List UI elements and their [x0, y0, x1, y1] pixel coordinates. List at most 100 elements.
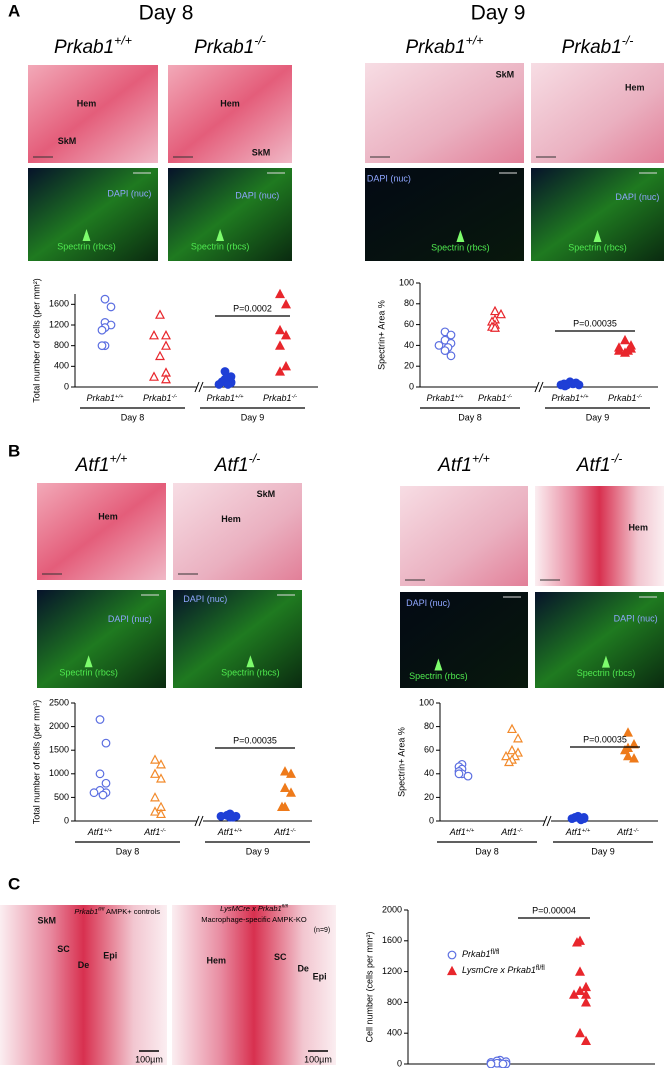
y-tick-label: 0 [429, 815, 434, 825]
image-label: SkM [496, 69, 515, 79]
data-point [434, 341, 444, 350]
spectrin-label: Spectrin (rbcs) [577, 668, 636, 678]
data-point [100, 294, 110, 304]
x-tick-label: Atf1-/- [143, 827, 166, 837]
dapi-label: DAPI (nuc) [235, 190, 279, 200]
group-label: Day 9 [591, 846, 615, 856]
genotype: -/- [290, 827, 296, 833]
x-tick-label: Prkab1-/- [478, 393, 512, 403]
data-point [567, 814, 577, 824]
data-point [156, 759, 166, 769]
he-image [172, 905, 336, 1065]
panel-letter: A [8, 1, 20, 20]
axis-break [538, 381, 544, 393]
data-point [106, 302, 116, 312]
x-tick-label: Prkab1+/+ [207, 393, 245, 403]
y-tick-label: 80 [404, 298, 414, 308]
image-label: Epi [313, 971, 327, 981]
p-value: P=0.0002 [233, 303, 272, 313]
data-point [275, 288, 285, 299]
gene: Atf1 [576, 455, 611, 476]
genotype: -/- [160, 827, 166, 833]
y-tick-label: 40 [404, 340, 414, 350]
data-point [286, 768, 296, 778]
data-point [620, 347, 630, 357]
gene: Atf1 [449, 827, 466, 837]
gene: Atf1 [75, 455, 110, 476]
gene: Prkab1 [194, 37, 254, 58]
data-point [149, 371, 159, 381]
chart: 0 400 800 1200 1600 Total number of cells (pe… [31, 278, 318, 422]
he-image [168, 65, 292, 163]
genotype: +/+ [235, 393, 244, 399]
legend-label: LysmCre x Prkab1fl/fl [462, 965, 545, 976]
image-label: Hem [98, 511, 118, 521]
x-tick-label: Atf1-/- [273, 827, 296, 837]
data-point [446, 351, 456, 361]
y-tick-label: 400 [387, 1028, 402, 1038]
he-image [531, 63, 664, 163]
arrowhead [593, 229, 602, 242]
y-tick-label: 0 [397, 1058, 402, 1068]
data-point [496, 308, 506, 319]
column-header: Prkab1+/+ [405, 34, 483, 58]
gene: Prkab1 [54, 37, 114, 58]
data-point [275, 324, 285, 335]
genotype: +/+ [466, 827, 475, 833]
data-point [223, 380, 233, 389]
data-point [504, 756, 514, 767]
image-label: SkM [38, 915, 57, 925]
data-point [150, 768, 160, 778]
gene: Prkab1 [478, 393, 507, 403]
image-label: Hem [625, 82, 645, 92]
data-point [280, 782, 290, 793]
data-point [101, 738, 111, 748]
data-point [501, 750, 511, 761]
data-point [97, 341, 107, 351]
data-point [97, 325, 107, 335]
image-label: Epi [103, 951, 117, 961]
axis-break [534, 381, 540, 393]
scale-label: 100µm [135, 1054, 163, 1064]
y-tick-label: 2500 [49, 697, 69, 707]
x-tick-label: Prkab1-/- [143, 393, 177, 403]
y-tick-label: 400 [54, 361, 69, 371]
data-point [463, 771, 473, 781]
y-tick-label: 800 [54, 340, 69, 350]
x-tick-label: Prkab1+/+ [552, 393, 590, 403]
genotype: -/- [622, 34, 634, 48]
he-image [365, 63, 524, 163]
axis-break [542, 815, 548, 827]
data-point [507, 744, 517, 755]
x-tick-label: Atf1+/+ [449, 827, 475, 837]
y-tick-label: 1000 [49, 768, 69, 778]
arrowhead [82, 229, 91, 242]
genotype: fl/fl [282, 904, 289, 910]
he-image [173, 483, 302, 580]
legend-sup: fl/fl [536, 965, 545, 972]
data-point [574, 380, 584, 390]
x-tick-label: Atf1+/+ [217, 827, 243, 837]
gene: Prkab1 [74, 907, 98, 916]
axis-break [546, 815, 552, 827]
y-tick-label: 1500 [49, 745, 69, 755]
genotype: -/- [611, 452, 623, 466]
data-point [98, 790, 108, 800]
p-value: P=0.00035 [233, 735, 277, 745]
panel-letter: B [8, 441, 20, 460]
axis-break [198, 815, 204, 827]
image-caption: Prkab1fl/fl AMPK+ controls [74, 907, 160, 916]
dapi-label: DAPI (nuc) [614, 613, 658, 623]
dapi-label: DAPI (nuc) [108, 614, 152, 624]
gene: Atf1 [565, 827, 582, 837]
gene: Atf1 [87, 827, 104, 837]
data-point [560, 381, 570, 391]
he-image [535, 486, 664, 586]
column-header: Prkab1-/- [194, 34, 266, 58]
spectrin-label: Spectrin (rbcs) [431, 242, 490, 252]
spectrin-label: Spectrin (rbcs) [568, 242, 627, 252]
data-point [214, 380, 224, 389]
x-tick-label: Prkab1-/- [263, 393, 297, 403]
fluorescence-image [365, 168, 524, 261]
data-point [620, 334, 630, 345]
